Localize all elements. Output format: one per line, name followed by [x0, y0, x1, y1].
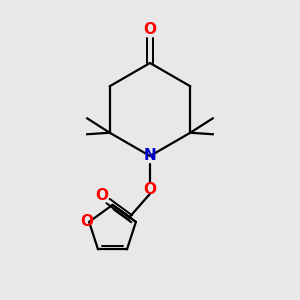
Text: N: N: [144, 148, 156, 164]
Text: O: O: [95, 188, 108, 203]
Text: O: O: [143, 182, 157, 196]
Text: O: O: [143, 22, 157, 37]
Text: O: O: [80, 214, 93, 229]
